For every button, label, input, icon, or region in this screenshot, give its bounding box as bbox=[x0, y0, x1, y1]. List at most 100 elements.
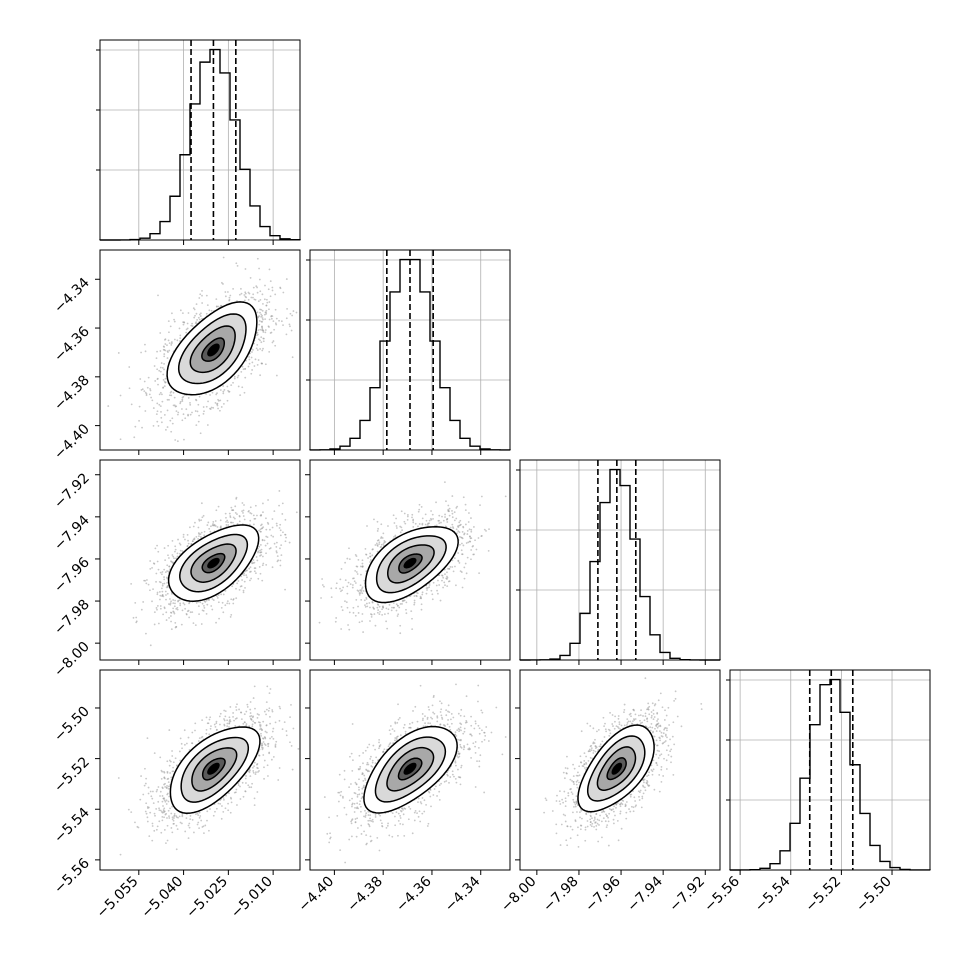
sample-point bbox=[144, 391, 147, 394]
sample-point bbox=[220, 593, 223, 596]
sample-point bbox=[242, 512, 244, 514]
sample-point bbox=[153, 365, 156, 367]
sample-point bbox=[205, 599, 208, 602]
sample-point bbox=[271, 566, 274, 569]
sample-point bbox=[170, 342, 173, 345]
sample-point bbox=[159, 607, 162, 610]
sample-point bbox=[220, 526, 222, 529]
sample-point bbox=[344, 561, 347, 564]
sample-point bbox=[237, 374, 240, 377]
sample-point bbox=[140, 351, 142, 354]
sample-point bbox=[262, 337, 265, 340]
sample-point bbox=[197, 403, 200, 406]
sample-point bbox=[182, 533, 185, 536]
sample-point bbox=[220, 607, 223, 609]
sample-point bbox=[256, 559, 259, 562]
sample-point bbox=[205, 294, 208, 297]
sample-point bbox=[340, 628, 343, 630]
sample-point bbox=[256, 286, 259, 289]
sample-point bbox=[179, 402, 182, 405]
sample-point bbox=[182, 323, 185, 326]
sample-point bbox=[192, 307, 195, 310]
sample-point bbox=[378, 543, 380, 546]
sample-point bbox=[228, 512, 231, 515]
sample-point bbox=[411, 516, 413, 519]
sample-point bbox=[462, 496, 465, 499]
sample-point bbox=[163, 582, 166, 585]
sample-point bbox=[156, 350, 158, 353]
sample-point bbox=[376, 539, 379, 542]
sample-point bbox=[249, 519, 252, 522]
sample-point bbox=[244, 367, 247, 370]
sample-point bbox=[262, 511, 264, 514]
sample-point bbox=[215, 305, 218, 308]
sample-point bbox=[170, 615, 172, 617]
sample-point bbox=[382, 606, 385, 609]
sample-point bbox=[466, 533, 469, 535]
sample-point bbox=[461, 542, 463, 545]
sample-point bbox=[403, 512, 406, 515]
sample-point bbox=[288, 323, 291, 326]
sample-point bbox=[265, 311, 267, 314]
sample-point bbox=[291, 314, 294, 317]
sample-point bbox=[354, 614, 357, 617]
sample-point bbox=[397, 613, 400, 616]
sample-point bbox=[275, 317, 278, 320]
sample-point bbox=[418, 508, 421, 511]
sample-point bbox=[179, 309, 182, 312]
sample-point bbox=[186, 327, 189, 330]
sample-point bbox=[412, 521, 415, 524]
sample-point bbox=[144, 350, 147, 353]
sample-point bbox=[260, 336, 263, 339]
sample-point bbox=[229, 515, 232, 517]
sample-point bbox=[279, 529, 282, 532]
sample-point bbox=[149, 589, 151, 592]
sample-point bbox=[185, 613, 188, 615]
sample-point bbox=[132, 616, 135, 619]
sample-point bbox=[173, 557, 175, 560]
sample-point bbox=[256, 514, 258, 517]
sample-point bbox=[262, 526, 265, 529]
sample-point bbox=[453, 557, 456, 560]
sample-point bbox=[237, 580, 240, 582]
sample-point bbox=[393, 522, 396, 524]
sample-point bbox=[167, 339, 170, 342]
sample-point bbox=[152, 562, 155, 565]
sample-point bbox=[171, 422, 174, 425]
sample-point bbox=[176, 339, 179, 342]
sample-point bbox=[202, 610, 205, 612]
sample-point bbox=[354, 553, 357, 556]
sample-point bbox=[194, 314, 196, 317]
sample-point bbox=[261, 325, 263, 328]
sample-point bbox=[170, 620, 172, 623]
sample-point bbox=[248, 509, 250, 512]
sample-point bbox=[178, 552, 181, 555]
sample-point bbox=[262, 331, 265, 333]
panel-2-1 bbox=[305, 459, 511, 665]
sample-point bbox=[259, 530, 262, 533]
sample-point bbox=[191, 322, 194, 325]
sample-point bbox=[197, 316, 200, 319]
grid bbox=[520, 460, 720, 660]
sample-point bbox=[232, 516, 235, 519]
sample-point bbox=[222, 593, 225, 596]
sample-point bbox=[238, 588, 241, 591]
panel-frame bbox=[99, 39, 301, 241]
sample-point bbox=[367, 557, 369, 559]
sample-point bbox=[289, 325, 291, 328]
sample-point bbox=[275, 546, 278, 548]
sample-point bbox=[260, 551, 263, 554]
sample-point bbox=[359, 565, 362, 568]
sample-point bbox=[442, 586, 444, 589]
sample-point bbox=[271, 341, 274, 344]
y-tick-label: −4.36 bbox=[51, 324, 93, 366]
sample-point bbox=[241, 365, 244, 368]
sample-point bbox=[361, 620, 363, 623]
sample-point bbox=[271, 526, 274, 529]
sample-point bbox=[250, 372, 253, 375]
sample-point bbox=[247, 365, 250, 368]
sample-point bbox=[361, 592, 364, 595]
sample-point bbox=[265, 528, 268, 531]
sample-point bbox=[244, 376, 247, 379]
sample-point bbox=[341, 589, 343, 592]
